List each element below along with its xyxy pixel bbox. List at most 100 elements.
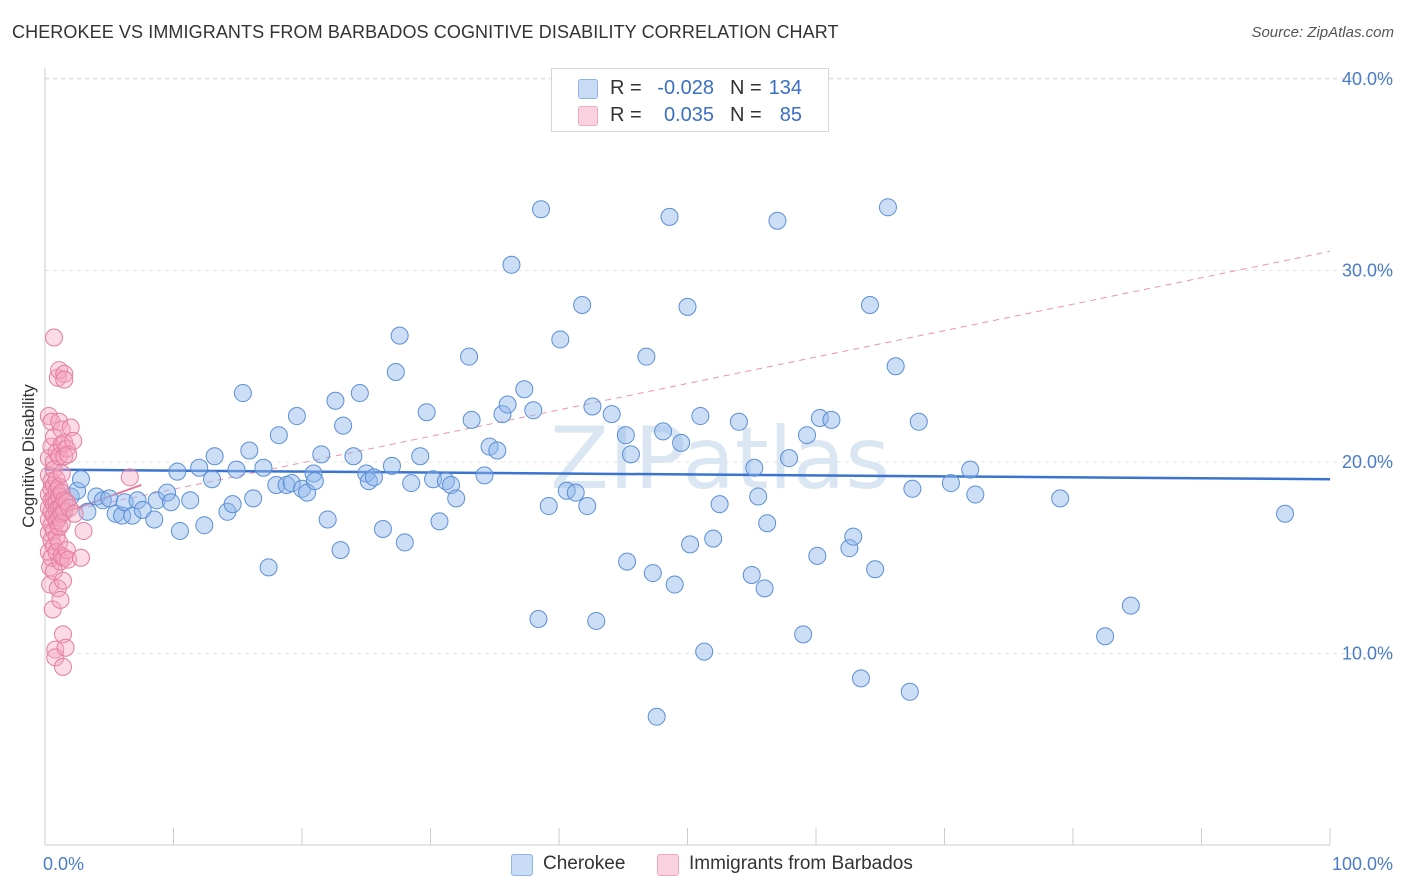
- point-cherokee: [498, 395, 517, 414]
- point-cherokee: [1121, 596, 1140, 615]
- point-cherokee: [749, 487, 768, 506]
- point-cherokee: [1096, 627, 1115, 646]
- point-barbados: [56, 638, 75, 657]
- point-cherokee: [704, 529, 723, 548]
- legend-swatch-cherokee: [578, 79, 598, 99]
- point-barbados: [44, 562, 63, 581]
- point-cherokee: [195, 516, 214, 535]
- point-cherokee: [578, 497, 597, 516]
- point-cherokee: [524, 401, 543, 420]
- point-cherokee: [493, 405, 512, 424]
- point-cherokee: [411, 447, 430, 466]
- chart-title: CHEROKEE VS IMMIGRANTS FROM BARBADOS COG…: [12, 22, 839, 42]
- point-barbados: [43, 600, 62, 619]
- point-cherokee: [305, 472, 324, 491]
- point-cherokee: [886, 357, 905, 376]
- point-cherokee: [158, 483, 177, 502]
- point-cherokee: [259, 558, 278, 577]
- legend-n-value: 85: [779, 104, 802, 126]
- point-cherokee: [878, 198, 897, 217]
- point-barbados: [50, 447, 69, 466]
- point-cherokee: [529, 610, 548, 629]
- point-cherokee: [808, 546, 827, 565]
- point-cherokee: [822, 410, 841, 429]
- point-cherokee: [147, 491, 166, 510]
- point-cherokee: [205, 447, 224, 466]
- point-cherokee: [539, 497, 558, 516]
- point-cherokee: [93, 491, 112, 510]
- x-tick-label: 100.0%: [1332, 854, 1393, 874]
- point-cherokee: [287, 407, 306, 426]
- point-cherokee: [223, 495, 242, 514]
- point-cherokee: [551, 330, 570, 349]
- point-cherokee: [742, 565, 761, 584]
- point-barbados: [44, 328, 63, 347]
- point-cherokee: [909, 412, 928, 431]
- point-cherokee: [758, 514, 777, 533]
- point-cherokee: [616, 426, 635, 445]
- legend-r-label: R =: [610, 104, 642, 126]
- point-cherokee: [282, 474, 301, 493]
- point-cherokee: [1276, 504, 1295, 523]
- point-cherokee: [233, 384, 252, 403]
- y-tick-label: 20.0%: [1342, 452, 1393, 472]
- point-cherokee: [798, 426, 817, 445]
- point-cherokee: [587, 611, 606, 630]
- point-barbados: [120, 468, 139, 487]
- point-cherokee: [844, 527, 863, 546]
- point-cherokee: [373, 520, 392, 539]
- point-cherokee: [660, 207, 679, 226]
- point-cherokee: [695, 642, 714, 661]
- point-cherokee: [961, 460, 980, 479]
- point-cherokee: [618, 552, 637, 571]
- point-barbados: [53, 571, 72, 590]
- point-cherokee: [654, 422, 673, 441]
- point-cherokee: [390, 326, 409, 345]
- point-barbados: [52, 420, 71, 439]
- point-cherokee: [364, 468, 383, 487]
- legend-n-label: N =: [730, 104, 762, 126]
- point-cherokee: [602, 405, 621, 424]
- point-cherokee: [344, 447, 363, 466]
- point-cherokee: [621, 445, 640, 464]
- point-cherokee: [402, 474, 421, 493]
- point-cherokee: [729, 412, 748, 431]
- point-cherokee: [710, 495, 729, 514]
- point-cherokee: [170, 521, 189, 540]
- point-cherokee: [462, 410, 481, 429]
- point-barbados: [53, 625, 72, 644]
- point-cherokee: [557, 481, 576, 500]
- legend-label-cherokee: Cherokee: [543, 853, 626, 874]
- x-tick-labels: 0.0% 100.0%: [43, 854, 1393, 874]
- point-barbados: [42, 412, 61, 431]
- point-cherokee: [304, 464, 323, 483]
- point-cherokee: [691, 407, 710, 426]
- legend-swatch-barbados: [578, 106, 598, 126]
- point-cherokee: [780, 449, 799, 468]
- point-cherokee: [903, 479, 922, 498]
- point-cherokee: [254, 458, 273, 477]
- point-cherokee: [866, 560, 885, 579]
- point-cherokee: [966, 485, 985, 504]
- point-barbados: [61, 418, 80, 437]
- point-cherokee: [573, 295, 592, 314]
- point-cherokee: [794, 625, 813, 644]
- point-cherokee: [382, 456, 401, 475]
- point-cherokee: [113, 506, 132, 525]
- point-cherokee: [68, 481, 87, 500]
- x-tick-label: 0.0%: [43, 854, 84, 874]
- point-cherokee: [583, 397, 602, 416]
- point-cherokee: [643, 564, 662, 583]
- point-cherokee: [900, 682, 919, 701]
- point-barbados: [55, 370, 74, 389]
- trend-line-cherokee: [44, 468, 1331, 481]
- point-barbados: [74, 521, 93, 540]
- point-barbados: [59, 445, 78, 464]
- point-cherokee: [840, 539, 859, 558]
- legend-row-cherokee: R = -0.028 N = 134: [552, 75, 828, 101]
- point-cherokee: [181, 491, 200, 510]
- point-cherokee: [637, 347, 656, 366]
- point-cherokee: [755, 579, 774, 598]
- point-cherokee: [515, 380, 534, 399]
